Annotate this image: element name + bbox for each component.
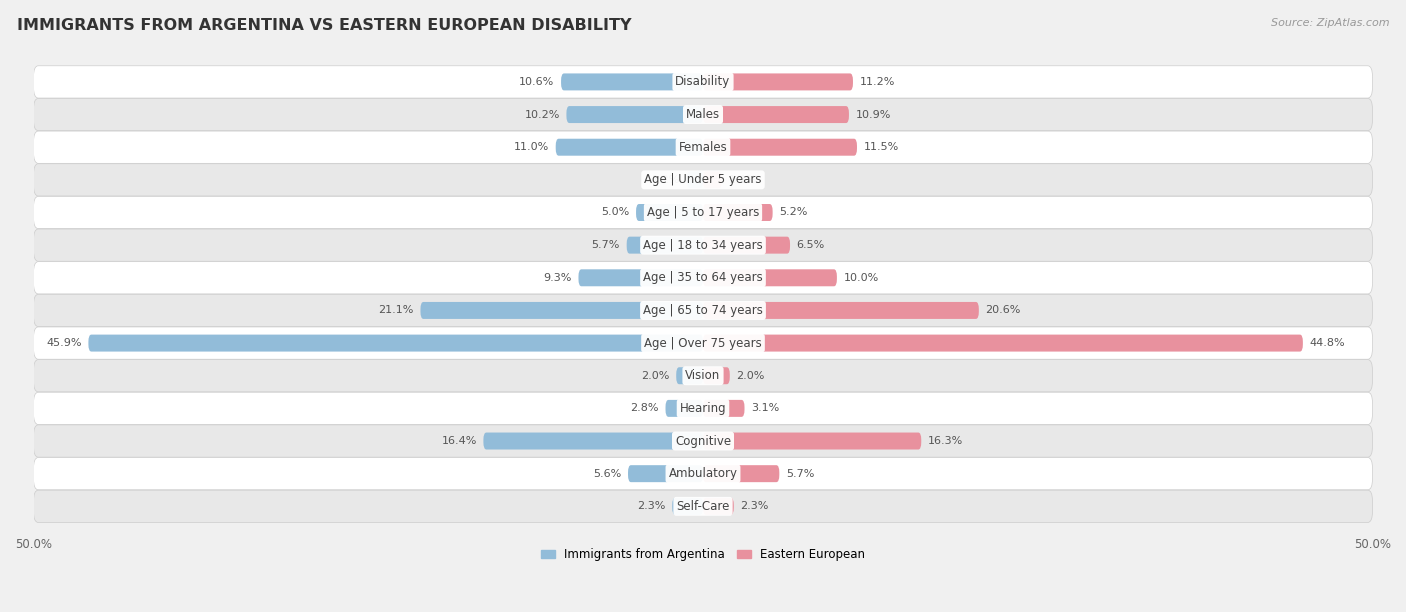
FancyBboxPatch shape bbox=[703, 498, 734, 515]
Text: Age | Over 75 years: Age | Over 75 years bbox=[644, 337, 762, 349]
FancyBboxPatch shape bbox=[34, 458, 1372, 490]
Text: 2.8%: 2.8% bbox=[630, 403, 659, 413]
FancyBboxPatch shape bbox=[567, 106, 703, 123]
FancyBboxPatch shape bbox=[34, 131, 1372, 163]
Text: 1.2%: 1.2% bbox=[652, 175, 681, 185]
Text: 3.1%: 3.1% bbox=[751, 403, 779, 413]
FancyBboxPatch shape bbox=[703, 302, 979, 319]
Text: 16.4%: 16.4% bbox=[441, 436, 477, 446]
Text: Vision: Vision bbox=[685, 369, 721, 382]
FancyBboxPatch shape bbox=[34, 164, 1372, 196]
Text: 10.2%: 10.2% bbox=[524, 110, 560, 119]
Text: 5.0%: 5.0% bbox=[602, 207, 630, 217]
Text: Cognitive: Cognitive bbox=[675, 435, 731, 447]
FancyBboxPatch shape bbox=[34, 294, 1372, 327]
FancyBboxPatch shape bbox=[34, 262, 1372, 294]
Text: Age | Under 5 years: Age | Under 5 years bbox=[644, 173, 762, 186]
FancyBboxPatch shape bbox=[34, 490, 1372, 523]
Text: 2.0%: 2.0% bbox=[737, 371, 765, 381]
FancyBboxPatch shape bbox=[703, 171, 721, 188]
FancyBboxPatch shape bbox=[703, 237, 790, 253]
FancyBboxPatch shape bbox=[34, 392, 1372, 425]
Text: Age | 5 to 17 years: Age | 5 to 17 years bbox=[647, 206, 759, 219]
FancyBboxPatch shape bbox=[688, 171, 703, 188]
Text: 20.6%: 20.6% bbox=[986, 305, 1021, 315]
Text: Age | 65 to 74 years: Age | 65 to 74 years bbox=[643, 304, 763, 317]
FancyBboxPatch shape bbox=[703, 367, 730, 384]
FancyBboxPatch shape bbox=[34, 425, 1372, 457]
FancyBboxPatch shape bbox=[703, 204, 773, 221]
FancyBboxPatch shape bbox=[703, 400, 745, 417]
Text: Age | 35 to 64 years: Age | 35 to 64 years bbox=[643, 271, 763, 285]
Text: Age | 18 to 34 years: Age | 18 to 34 years bbox=[643, 239, 763, 252]
FancyBboxPatch shape bbox=[34, 99, 1372, 131]
FancyBboxPatch shape bbox=[703, 335, 1303, 351]
FancyBboxPatch shape bbox=[34, 65, 1372, 98]
Text: 11.5%: 11.5% bbox=[863, 142, 898, 152]
Text: 44.8%: 44.8% bbox=[1309, 338, 1346, 348]
Text: Disability: Disability bbox=[675, 75, 731, 88]
Legend: Immigrants from Argentina, Eastern European: Immigrants from Argentina, Eastern Europ… bbox=[536, 543, 870, 565]
Text: Males: Males bbox=[686, 108, 720, 121]
Text: 2.3%: 2.3% bbox=[741, 501, 769, 511]
FancyBboxPatch shape bbox=[420, 302, 703, 319]
Text: 11.2%: 11.2% bbox=[859, 77, 896, 87]
Text: 21.1%: 21.1% bbox=[378, 305, 413, 315]
Text: 9.3%: 9.3% bbox=[543, 273, 572, 283]
Text: Ambulatory: Ambulatory bbox=[668, 467, 738, 480]
FancyBboxPatch shape bbox=[34, 327, 1372, 359]
Text: 5.7%: 5.7% bbox=[592, 240, 620, 250]
FancyBboxPatch shape bbox=[628, 465, 703, 482]
FancyBboxPatch shape bbox=[665, 400, 703, 417]
FancyBboxPatch shape bbox=[89, 335, 703, 351]
Text: 10.0%: 10.0% bbox=[844, 273, 879, 283]
Text: 10.9%: 10.9% bbox=[856, 110, 891, 119]
Text: 2.3%: 2.3% bbox=[637, 501, 665, 511]
Text: 11.0%: 11.0% bbox=[513, 142, 548, 152]
FancyBboxPatch shape bbox=[703, 433, 921, 449]
Text: 5.7%: 5.7% bbox=[786, 469, 814, 479]
FancyBboxPatch shape bbox=[627, 237, 703, 253]
FancyBboxPatch shape bbox=[555, 139, 703, 155]
Text: Females: Females bbox=[679, 141, 727, 154]
Text: 2.0%: 2.0% bbox=[641, 371, 669, 381]
Text: Self-Care: Self-Care bbox=[676, 500, 730, 513]
FancyBboxPatch shape bbox=[34, 229, 1372, 261]
FancyBboxPatch shape bbox=[703, 139, 858, 155]
Text: IMMIGRANTS FROM ARGENTINA VS EASTERN EUROPEAN DISABILITY: IMMIGRANTS FROM ARGENTINA VS EASTERN EUR… bbox=[17, 18, 631, 34]
FancyBboxPatch shape bbox=[672, 498, 703, 515]
Text: 16.3%: 16.3% bbox=[928, 436, 963, 446]
FancyBboxPatch shape bbox=[578, 269, 703, 286]
Text: Hearing: Hearing bbox=[679, 402, 727, 415]
FancyBboxPatch shape bbox=[561, 73, 703, 91]
FancyBboxPatch shape bbox=[703, 269, 837, 286]
Text: 45.9%: 45.9% bbox=[46, 338, 82, 348]
Text: 5.2%: 5.2% bbox=[779, 207, 807, 217]
FancyBboxPatch shape bbox=[34, 360, 1372, 392]
Text: 6.5%: 6.5% bbox=[797, 240, 825, 250]
FancyBboxPatch shape bbox=[636, 204, 703, 221]
FancyBboxPatch shape bbox=[703, 73, 853, 91]
Text: 10.6%: 10.6% bbox=[519, 77, 554, 87]
FancyBboxPatch shape bbox=[34, 196, 1372, 229]
Text: 5.6%: 5.6% bbox=[593, 469, 621, 479]
FancyBboxPatch shape bbox=[703, 465, 779, 482]
FancyBboxPatch shape bbox=[484, 433, 703, 449]
Text: 1.4%: 1.4% bbox=[728, 175, 756, 185]
Text: Source: ZipAtlas.com: Source: ZipAtlas.com bbox=[1271, 18, 1389, 28]
FancyBboxPatch shape bbox=[703, 106, 849, 123]
FancyBboxPatch shape bbox=[676, 367, 703, 384]
